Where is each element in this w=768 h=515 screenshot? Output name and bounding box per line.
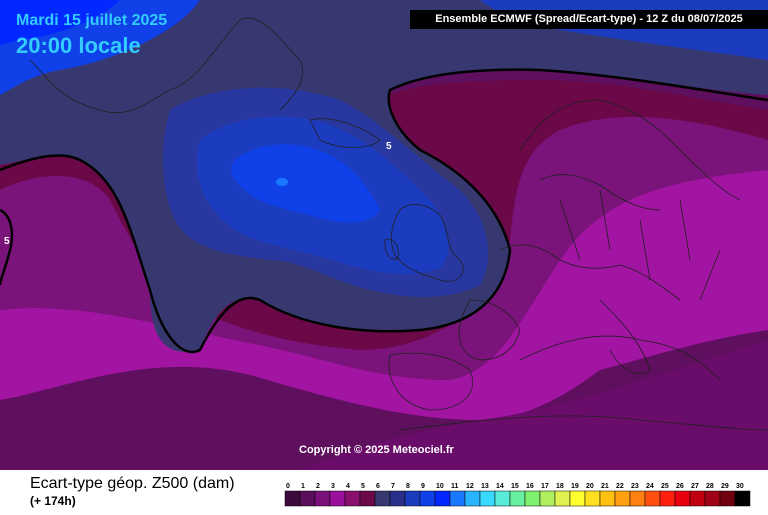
color-scale-tick: 13	[481, 483, 489, 490]
color-scale-tick: 1	[301, 483, 305, 490]
color-scale-tick: 22	[616, 483, 624, 490]
color-scale-tick: 24	[646, 483, 654, 490]
color-swatch	[404, 490, 421, 507]
color-scale-tick: 18	[556, 483, 564, 490]
copyright-notice: Copyright © 2025 Meteociel.fr	[299, 444, 454, 456]
color-swatch	[629, 490, 646, 507]
color-swatch	[659, 490, 676, 507]
color-swatch	[599, 490, 616, 507]
color-scale-tick: 7	[391, 483, 395, 490]
forecast-local-time: 20:00 locale	[16, 33, 141, 58]
color-swatch	[374, 490, 391, 507]
contour-label-5: 5	[386, 141, 392, 152]
spread-map	[0, 0, 768, 470]
color-swatch	[299, 490, 316, 507]
color-swatch	[434, 490, 451, 507]
color-swatch	[554, 490, 571, 507]
contour-5dam-west	[0, 208, 14, 286]
lead-time: (+ 174h)	[30, 494, 76, 508]
spread-zone-northwest-core	[0, 0, 120, 45]
color-scale-tick: 29	[721, 483, 729, 490]
color-scale-tick: 3	[331, 483, 335, 490]
color-scale-tick: 26	[676, 483, 684, 490]
color-swatch	[284, 490, 301, 507]
color-swatch	[539, 490, 556, 507]
color-scale-tick: 9	[421, 483, 425, 490]
color-scale-tick: 8	[406, 483, 410, 490]
color-swatch	[389, 490, 406, 507]
color-scale-tick: 17	[541, 483, 549, 490]
color-swatch	[524, 490, 541, 507]
color-swatch	[644, 490, 661, 507]
color-scale-svg: 0 1 2 3 4 5 6 7 8 9 10 11 12 13 14 15 16 17 18 19 20 21 22 23 24…	[284, 483, 751, 507]
color-scale-tick: 11	[451, 483, 459, 490]
coastlines	[29, 17, 768, 431]
color-scale-tick: 5	[361, 483, 365, 490]
color-swatch	[329, 490, 346, 507]
color-swatch	[734, 490, 751, 507]
color-swatch	[494, 490, 511, 507]
color-scale-tick: 12	[466, 483, 474, 490]
color-scale-tick: 21	[601, 483, 609, 490]
color-swatch	[314, 490, 331, 507]
color-scale-tick: 28	[706, 483, 714, 490]
spread-zone-magenta	[0, 170, 768, 420]
forecast-date: Mardi 15 juillet 2025	[16, 12, 168, 29]
map-area: 5 5	[0, 0, 768, 470]
color-swatch	[704, 490, 721, 507]
color-swatch	[569, 490, 586, 507]
spread-zone-south	[300, 340, 768, 470]
color-scale-tick: 30	[736, 483, 744, 490]
color-swatch	[614, 490, 631, 507]
color-swatch	[674, 490, 691, 507]
color-swatch	[359, 490, 376, 507]
color-scale-tick: 6	[376, 483, 380, 490]
color-scale-tick: 10	[436, 483, 444, 490]
parameter-title: Ecart-type géop. Z500 (dam)	[30, 475, 235, 492]
color-scale-tick: 23	[631, 483, 639, 490]
color-scale-tick: 2	[316, 483, 320, 490]
color-scale-tick: 25	[661, 483, 669, 490]
color-swatch	[509, 490, 526, 507]
color-scale-tick: 14	[496, 483, 504, 490]
color-scale-tick: 15	[511, 483, 519, 490]
color-swatch	[419, 490, 436, 507]
color-swatch	[584, 490, 601, 507]
color-scale: 0 1 2 3 4 5 6 7 8 9 10 11 12 13 14 15 16 17 18 19 20 21 22 23 24…	[282, 480, 752, 510]
contour-label-5-west: 5	[4, 236, 10, 247]
color-scale-tick: 19	[571, 483, 579, 490]
spread-zone-max	[231, 144, 380, 223]
color-swatch	[719, 490, 736, 507]
color-scale-tick: 4	[346, 483, 350, 490]
color-scale-tick: 0	[286, 483, 290, 490]
color-swatch	[479, 490, 496, 507]
color-swatch	[449, 490, 466, 507]
contour-5dam	[0, 68, 768, 354]
spread-peak	[276, 178, 288, 186]
model-info-banner: Ensemble ECMWF (Spread/Ecart-type) - 12 …	[410, 10, 768, 29]
color-swatch	[344, 490, 361, 507]
color-swatch	[689, 490, 706, 507]
color-swatch	[464, 490, 481, 507]
color-scale-tick: 20	[586, 483, 594, 490]
color-scale-tick: 16	[526, 483, 534, 490]
color-scale-tick: 27	[691, 483, 699, 490]
